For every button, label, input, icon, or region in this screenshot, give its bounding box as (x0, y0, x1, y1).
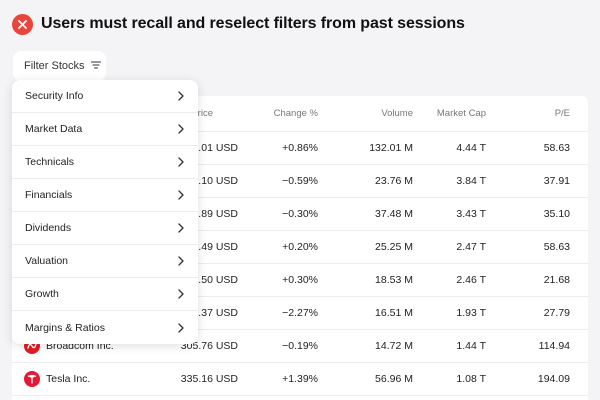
table-row[interactable]: 2.01 USD +0.86% 132.01 M 4.44 T 58.63 (12, 132, 588, 165)
chevron-right-icon (178, 190, 184, 200)
cell-change: −0.19% (282, 340, 318, 352)
menu-item-market-data[interactable]: Market Data (12, 113, 198, 146)
column-header-change[interactable]: Change % (273, 108, 318, 119)
menu-item-technicals[interactable]: Technicals (12, 146, 198, 179)
cell-market-cap: 4.44 T (456, 142, 486, 154)
cell-change: −2.27% (282, 307, 318, 319)
cell-volume: 14.72 M (375, 340, 413, 352)
filter-stocks-label: Filter Stocks (24, 60, 85, 72)
cell-volume: 37.48 M (375, 208, 413, 220)
menu-item-financials[interactable]: Financials (12, 179, 198, 212)
cell-pe: 194.09 (537, 373, 570, 385)
menu-item-dividends[interactable]: Dividends (12, 212, 198, 245)
cell-change: +0.20% (282, 241, 318, 253)
cell-price: 305.76 USD (180, 340, 238, 352)
menu-item-valuation[interactable]: Valuation (12, 245, 198, 278)
cell-price: 0.89 USD (192, 208, 238, 220)
menu-item-label: Market Data (25, 123, 83, 135)
cell-price: 1.49 USD (192, 241, 238, 253)
cell-price: 7.10 USD (192, 175, 238, 187)
table-row[interactable]: 1.49 USD +0.20% 25.25 M 2.47 T 58.63 (12, 231, 588, 264)
cell-pe: 35.10 (543, 208, 570, 220)
table-row[interactable]: 7.37 USD −2.27% 16.51 M 1.93 T 27.79 (12, 297, 588, 330)
cell-market-cap: 3.43 T (456, 208, 486, 220)
cell-pe: 37.91 (543, 175, 570, 187)
menu-item-label: Valuation (25, 255, 69, 267)
table-row[interactable]: 7.10 USD −0.59% 23.76 M 3.84 T 37.91 (12, 165, 588, 198)
table-header-row: Price Change % Volume Market Cap P/E (12, 96, 588, 132)
cell-volume: 132.01 M (369, 142, 413, 154)
filter-lines-icon (90, 60, 101, 72)
cell-change: +0.30% (282, 274, 318, 286)
menu-item-margins-ratios[interactable]: Margins & Ratios (12, 311, 198, 344)
menu-item-label: Growth (25, 288, 59, 300)
menu-item-label: Technicals (25, 156, 75, 168)
close-icon (12, 13, 33, 35)
cell-pe: 58.63 (543, 241, 570, 253)
filter-stocks-button[interactable]: Filter Stocks (13, 51, 106, 81)
chevron-right-icon (178, 322, 184, 333)
menu-item-label: Financials (25, 189, 73, 201)
cell-change: +1.39% (282, 373, 318, 385)
cell-price: 3.50 USD (192, 274, 238, 286)
chevron-right-icon (178, 91, 184, 101)
cell-price: 335.16 USD (180, 373, 238, 385)
cell-market-cap: 2.46 T (456, 274, 486, 286)
cell-market-cap: 2.47 T (456, 241, 486, 253)
cell-pe: 27.79 (543, 307, 570, 319)
table-row[interactable]: 0.89 USD −0.30% 37.48 M 3.43 T 35.10 (12, 198, 588, 231)
cell-market-cap: 1.44 T (456, 340, 486, 352)
cell-change: −0.30% (282, 208, 318, 220)
menu-item-label: Dividends (25, 222, 72, 234)
column-header-volume[interactable]: Volume (381, 108, 413, 119)
cell-volume: 56.96 M (375, 373, 413, 385)
cell-volume: 23.76 M (375, 175, 413, 187)
chevron-right-icon (178, 256, 184, 266)
column-header-market-cap[interactable]: Market Cap (436, 108, 486, 119)
cell-change: −0.59% (282, 175, 318, 187)
filter-dropdown-menu: Security Info Market Data Technicals Fin… (12, 80, 198, 344)
chevron-right-icon (178, 289, 184, 299)
cell-volume: 25.25 M (375, 241, 413, 253)
menu-item-label: Security Info (25, 90, 84, 102)
page-title: Users must recall and reselect filters f… (41, 15, 465, 32)
tesla-logo-icon (24, 371, 40, 387)
column-header-pe[interactable]: P/E (554, 108, 570, 119)
cell-pe: 114.94 (538, 340, 570, 352)
cell-price: 2.01 USD (192, 142, 238, 154)
cell-change: +0.86% (282, 142, 318, 154)
menu-item-security-info[interactable]: Security Info (12, 80, 198, 113)
cell-market-cap: 1.08 T (456, 373, 486, 385)
chevron-right-icon (178, 124, 184, 134)
table-row[interactable]: 3.50 USD +0.30% 18.53 M 2.46 T 21.68 (12, 264, 588, 297)
chevron-right-icon (178, 223, 184, 233)
cell-market-cap: 3.84 T (456, 175, 486, 187)
cell-market-cap: 1.93 T (456, 307, 486, 319)
column-header-price[interactable]: Price (191, 108, 213, 119)
cell-volume: 16.51 M (375, 307, 413, 319)
cell-pe: 21.68 (543, 274, 570, 286)
menu-item-growth[interactable]: Growth (12, 278, 198, 311)
chevron-right-icon (178, 157, 184, 167)
cell-volume: 18.53 M (375, 274, 413, 286)
cell-company: Tesla Inc. (24, 363, 90, 395)
table-row[interactable]: Tesla Inc. 335.16 USD +1.39% 56.96 M 1.0… (12, 363, 588, 396)
menu-item-label: Margins & Ratios (25, 321, 105, 334)
cell-pe: 58.63 (543, 142, 570, 154)
cell-price: 7.37 USD (192, 307, 238, 319)
page-header: Users must recall and reselect filters f… (12, 12, 465, 36)
company-name: Tesla Inc. (46, 373, 91, 385)
